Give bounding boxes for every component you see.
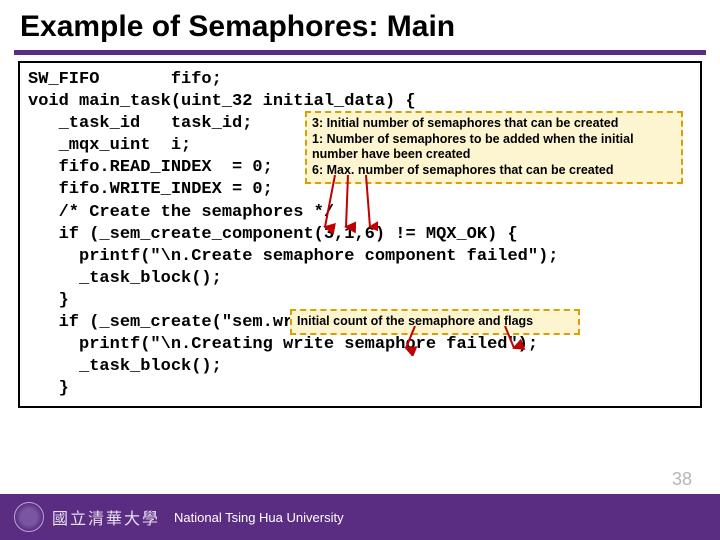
code-line: void main_task(uint_32 initial_data) { <box>28 91 692 113</box>
callout-arraysize: Initial count of the semaphore and flags <box>290 309 580 335</box>
code-line: } <box>28 378 692 400</box>
callout-text: Initial count of the semaphore and flags <box>297 314 533 328</box>
code-line: if (_sem_create_component(3,1,6) != MQX_… <box>28 224 692 246</box>
university-chinese-name: 國立清華大學 <box>52 505 160 529</box>
page-number: 38 <box>672 469 692 490</box>
callout-params-316: 3: Initial number of semaphores that can… <box>305 111 683 184</box>
slide-title: Example of Semaphores: Main <box>0 0 720 50</box>
code-line: printf("\n.Create semaphore component fa… <box>28 246 692 268</box>
callout-line: 3: Initial number of semaphores that can… <box>312 116 676 132</box>
code-line: _task_block(); <box>28 268 692 290</box>
university-english-name: National Tsing Hua University <box>174 510 344 525</box>
title-underline <box>14 50 706 55</box>
slide-footer: 國立清華大學 National Tsing Hua University <box>0 494 720 540</box>
code-box: SW_FIFO fifo; void main_task(uint_32 ini… <box>18 61 702 408</box>
university-seal-icon <box>14 502 44 532</box>
callout-line: 6: Max. number of semaphores that can be… <box>312 163 676 179</box>
callout-line: 1: Number of semaphores to be added when… <box>312 132 676 163</box>
code-line: printf("\n.Creating write semaphore fail… <box>28 334 692 356</box>
code-line: SW_FIFO fifo; <box>28 69 692 91</box>
code-line: _task_block(); <box>28 356 692 378</box>
code-line: /* Create the semaphores */ <box>28 202 692 224</box>
